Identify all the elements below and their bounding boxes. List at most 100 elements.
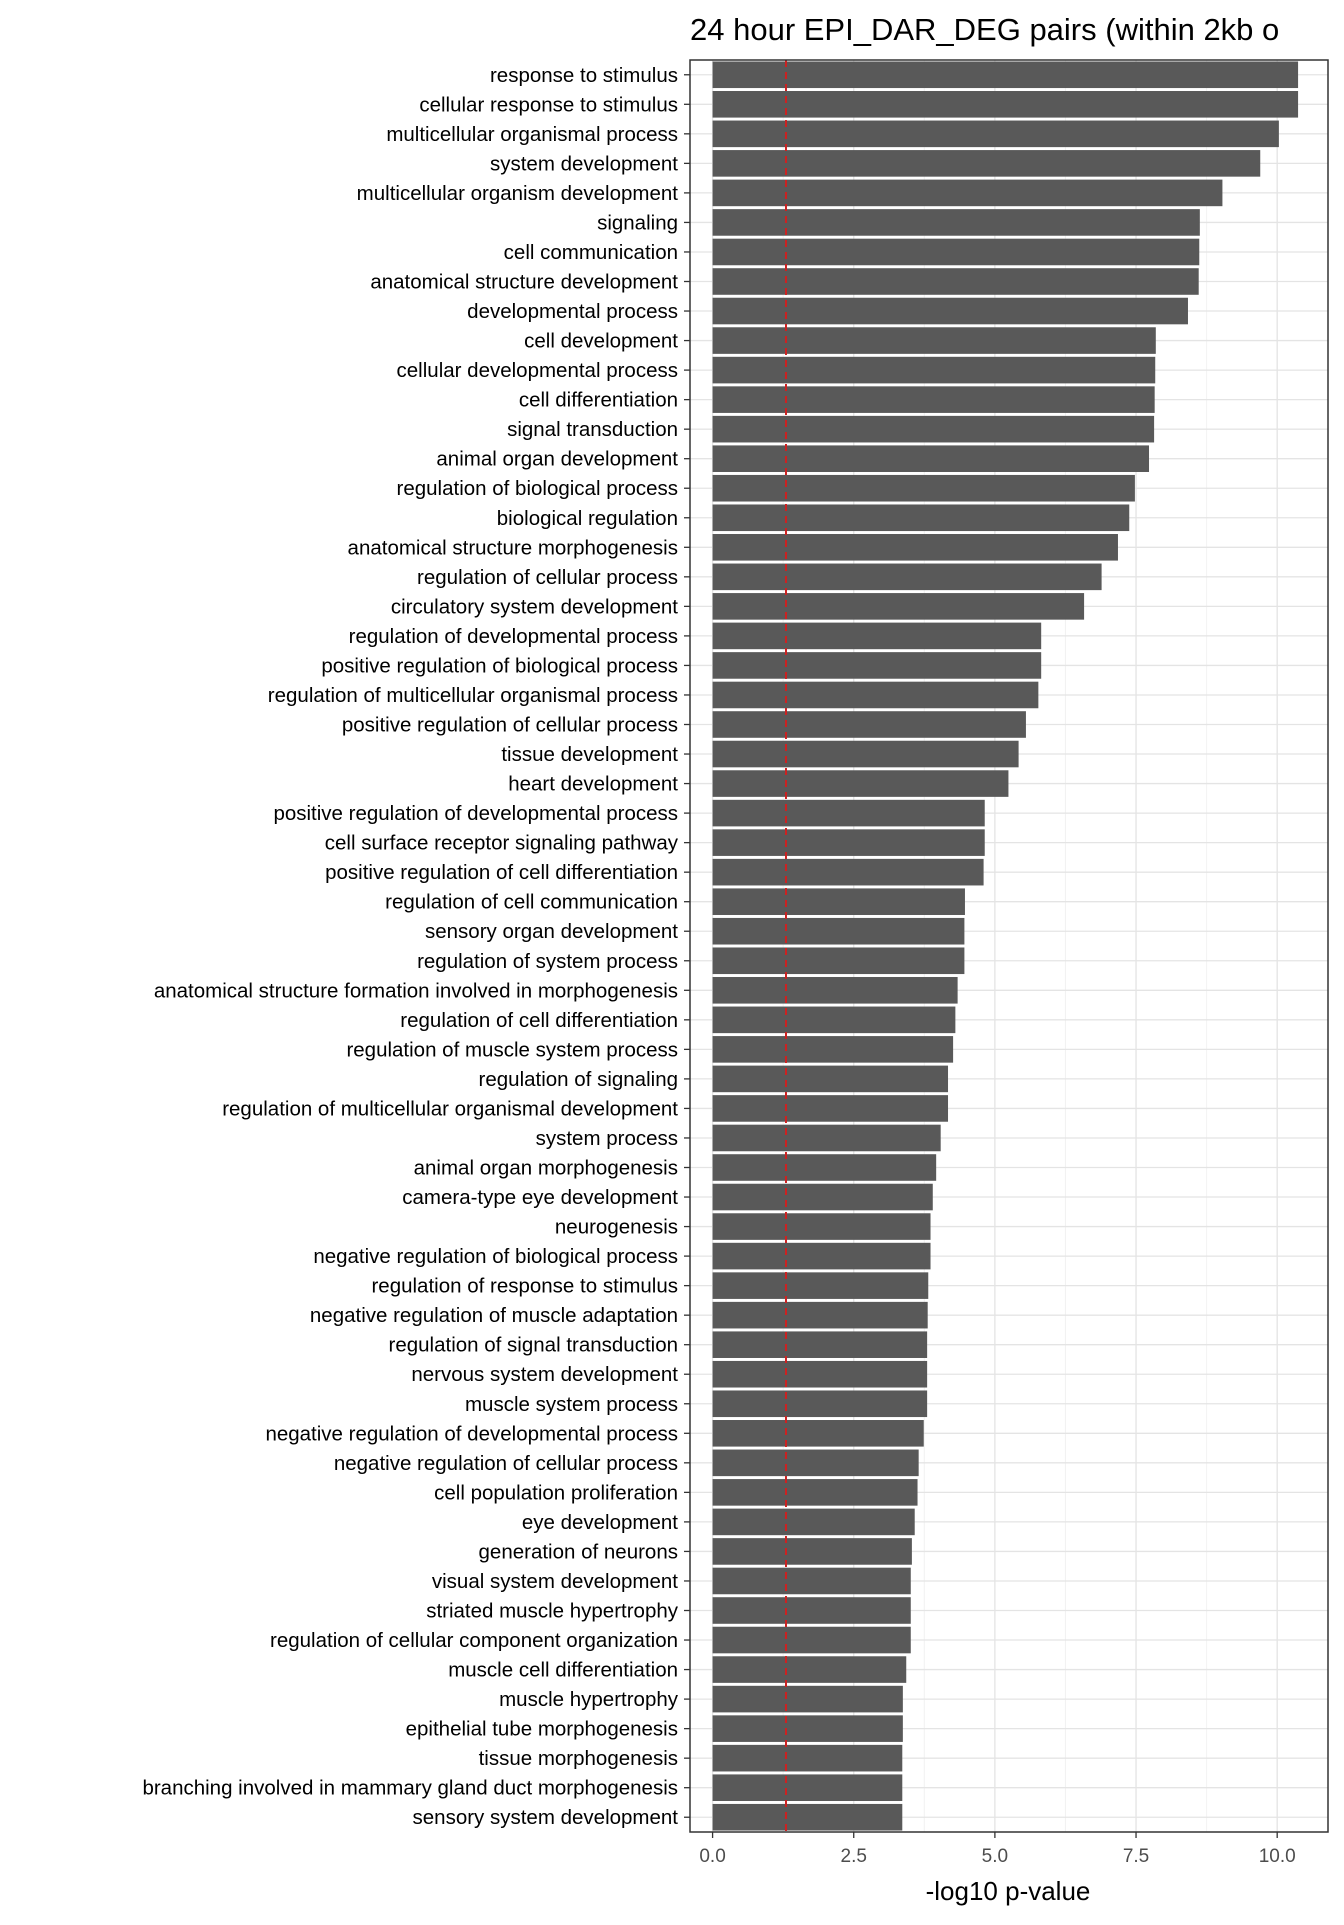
bar	[712, 1242, 931, 1270]
bar	[712, 1124, 941, 1152]
bar	[712, 1685, 903, 1713]
chart-title: 24 hour EPI_DAR_DEG pairs (within 2kb o	[690, 12, 1279, 47]
category-label: regulation of multicellular organismal d…	[222, 1097, 678, 1120]
bar	[712, 1006, 956, 1034]
category-label: positive regulation of biological proces…	[321, 654, 678, 677]
category-label: regulation of response to stimulus	[371, 1275, 678, 1298]
x-tick-label: 0.0	[699, 1846, 725, 1867]
bar	[712, 238, 1200, 266]
bar	[712, 120, 1279, 148]
category-label: visual system development	[432, 1570, 678, 1593]
bar	[712, 1656, 907, 1683]
category-label: camera-type eye development	[402, 1186, 678, 1209]
category-label: negative regulation of developmental pro…	[265, 1422, 678, 1445]
x-tick-label: 5.0	[982, 1846, 1008, 1867]
bar	[712, 1597, 911, 1624]
category-label: signaling	[597, 211, 678, 234]
bars	[712, 61, 1299, 1831]
bar	[712, 1036, 954, 1063]
bar	[712, 1272, 929, 1299]
category-label: regulation of cell differentiation	[400, 1009, 678, 1032]
category-label: branching involved in mammary gland duct…	[142, 1777, 678, 1800]
x-tick-label: 10.0	[1259, 1846, 1296, 1867]
category-label: anatomical structure formation involved …	[154, 979, 678, 1002]
bar	[712, 1390, 928, 1418]
bar	[712, 415, 1155, 443]
bar	[712, 534, 1118, 561]
bar	[712, 327, 1156, 354]
bar	[712, 740, 1019, 768]
bar	[712, 268, 1199, 295]
category-label: cellular developmental process	[397, 359, 678, 382]
bar	[712, 1538, 912, 1565]
bar	[712, 1420, 924, 1447]
bar	[712, 1479, 918, 1506]
x-axis-title: -log10 p-value	[926, 1876, 1091, 1906]
bar	[712, 1508, 915, 1536]
category-label: regulation of system process	[417, 950, 678, 973]
plot-background	[690, 60, 1328, 1832]
category-label: regulation of cellular process	[417, 566, 678, 589]
bar	[712, 829, 985, 856]
bar	[712, 1095, 949, 1122]
bar	[712, 1213, 931, 1240]
bar	[712, 1301, 928, 1329]
x-axis: 0.0 2.5 5.0 7.5 10.0	[699, 1832, 1296, 1867]
bar	[712, 652, 1042, 679]
category-label: muscle hypertrophy	[499, 1688, 679, 1711]
category-label: cell differentiation	[519, 389, 678, 412]
category-label: regulation of signaling	[479, 1068, 678, 1091]
bar	[712, 1715, 903, 1742]
x-tick-label: 2.5	[841, 1846, 867, 1867]
category-label: circulatory system development	[391, 595, 678, 618]
category-label: animal organ development	[436, 448, 678, 471]
bar	[712, 593, 1085, 620]
bar	[712, 1803, 903, 1831]
category-label: negative regulation of muscle adaptation	[310, 1304, 678, 1327]
category-label: regulation of cell communication	[385, 891, 678, 914]
bar	[712, 179, 1223, 207]
bar	[712, 150, 1261, 177]
category-label: cell population proliferation	[434, 1481, 678, 1504]
category-label: positive regulation of developmental pro…	[273, 802, 678, 825]
category-label: biological regulation	[497, 507, 678, 530]
bar	[712, 1744, 903, 1772]
bar	[712, 1065, 949, 1093]
bar	[712, 977, 958, 1004]
category-label: regulation of developmental process	[349, 625, 678, 648]
category-label: multicellular organismal process	[386, 123, 678, 146]
bar	[712, 858, 984, 886]
bar	[712, 445, 1150, 472]
category-label: generation of neurons	[479, 1540, 678, 1563]
category-label: cell surface receptor signaling pathway	[325, 832, 679, 855]
category-label: epithelial tube morphogenesis	[406, 1718, 678, 1741]
category-label: negative regulation of biological proces…	[313, 1245, 678, 1268]
bar	[712, 1183, 933, 1211]
plot-panel	[690, 60, 1328, 1832]
category-label: developmental process	[467, 300, 678, 323]
category-label: cell communication	[504, 241, 678, 264]
category-label: negative regulation of cellular process	[334, 1452, 678, 1475]
bar	[712, 1449, 919, 1477]
bar	[712, 1567, 911, 1595]
bar	[712, 681, 1039, 709]
category-label: positive regulation of cellular process	[342, 714, 678, 737]
bar	[712, 91, 1299, 118]
bar	[712, 209, 1200, 236]
category-label: sensory organ development	[425, 920, 678, 943]
bar	[712, 888, 965, 915]
bar	[712, 711, 1026, 738]
bar	[712, 917, 965, 945]
bar	[712, 1154, 937, 1181]
bar	[712, 947, 965, 975]
bar	[712, 504, 1130, 532]
category-label: system development	[490, 152, 678, 175]
bar	[712, 1360, 928, 1388]
category-label: regulation of biological process	[397, 477, 678, 500]
category-label: anatomical structure morphogenesis	[348, 536, 678, 559]
category-label: cellular response to stimulus	[419, 93, 678, 116]
category-label: striated muscle hypertrophy	[426, 1600, 679, 1623]
category-label: system process	[536, 1127, 678, 1150]
bar	[712, 474, 1135, 502]
bar	[712, 770, 1009, 797]
